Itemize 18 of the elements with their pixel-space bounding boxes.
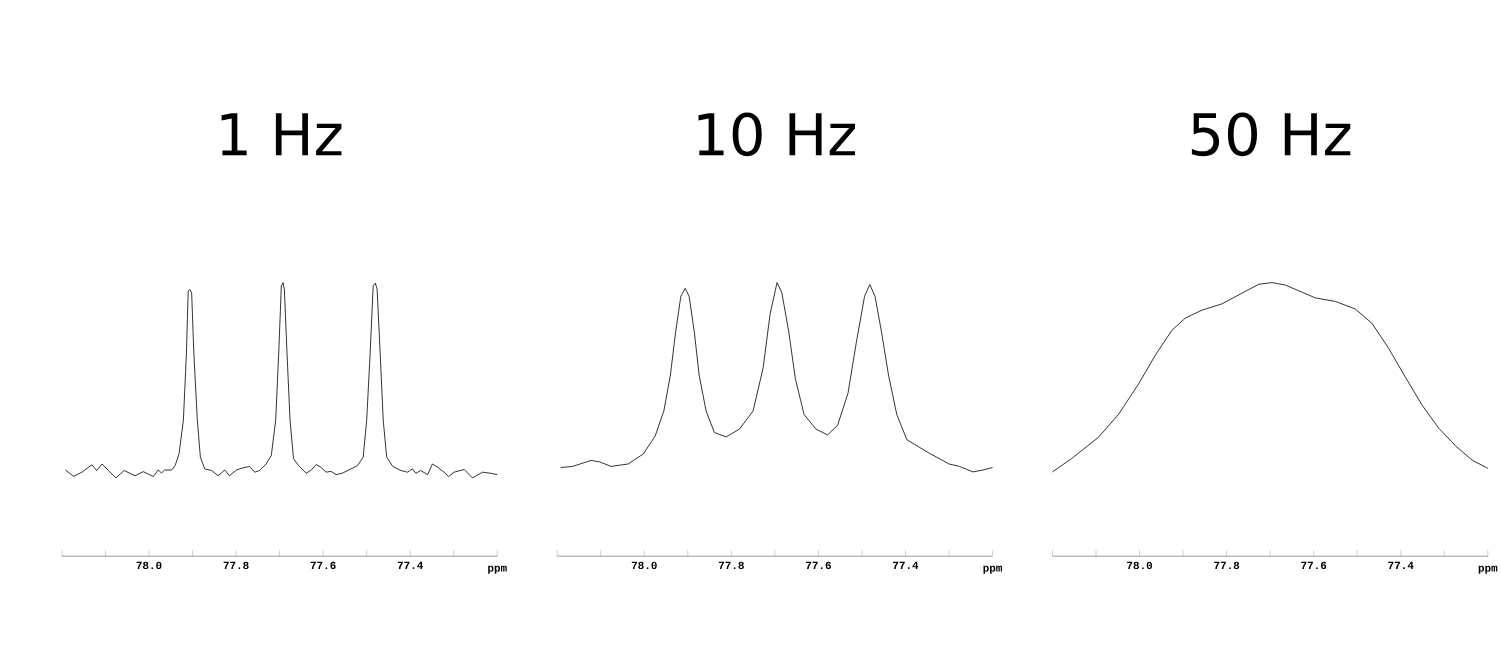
chart-title: 1 Hz xyxy=(221,113,342,156)
x-tick-label: 78.0 xyxy=(631,561,657,570)
x-tick-label: 77.8 xyxy=(718,561,744,570)
x-tick-label: 77.4 xyxy=(397,561,424,569)
x-axis-title: ppm xyxy=(1478,565,1498,574)
x-tick-label: 77.4 xyxy=(893,561,919,569)
x-tick-label: 77.8 xyxy=(223,561,249,570)
x-tick-label: 77.4 xyxy=(1388,561,1414,569)
x-axis-title: ppm xyxy=(488,565,507,574)
chart-title: 10 Hz xyxy=(698,112,856,157)
x-tick-label: 77.8 xyxy=(1214,561,1240,570)
x-axis-title: ppm xyxy=(983,565,1003,574)
chart-title: 50 Hz xyxy=(1191,112,1351,157)
x-tick-label: 78.0 xyxy=(1127,561,1153,570)
x-tick-label: 78.0 xyxy=(136,561,162,570)
x-tick-label: 77.6 xyxy=(1301,561,1327,570)
x-tick-label: 77.6 xyxy=(805,561,831,570)
x-tick-label: 77.6 xyxy=(310,561,336,570)
